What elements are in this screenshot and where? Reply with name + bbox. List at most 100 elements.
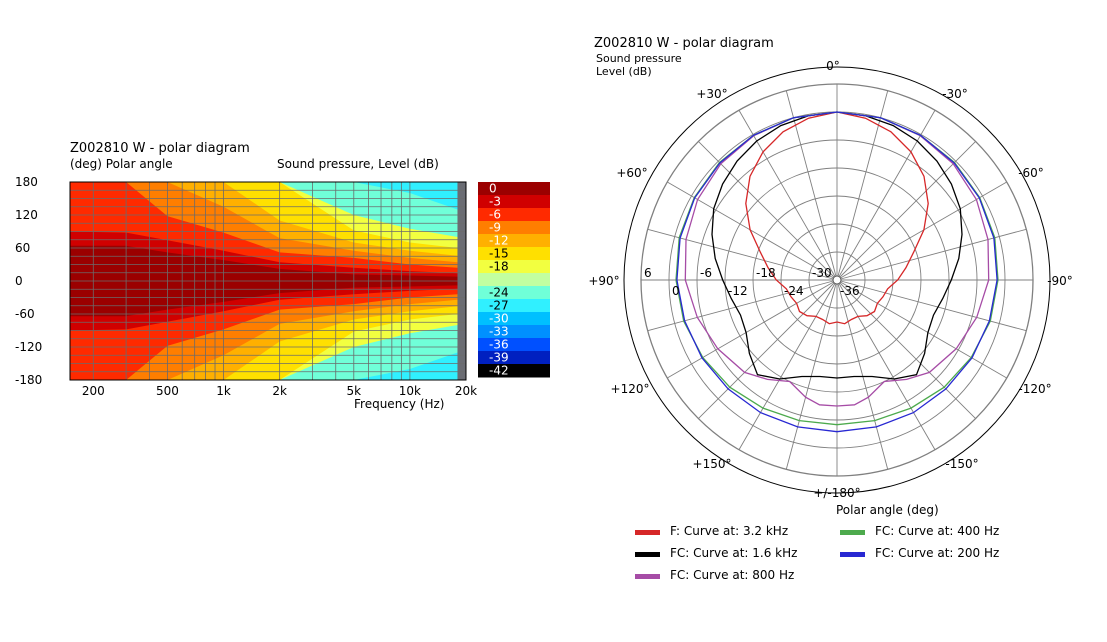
colorbar-swatch xyxy=(478,247,550,261)
colorbar-label: 0 xyxy=(489,182,497,196)
colorbar-swatch xyxy=(478,312,550,326)
colorbar-label: -3 xyxy=(489,195,501,209)
heatmap-y-tick: 120 xyxy=(15,208,38,222)
colorbar-label: -36 xyxy=(489,338,509,352)
heatmap-y-tick: 180 xyxy=(15,175,38,189)
colorbar-swatch xyxy=(478,234,550,248)
polar-r-axis-label-line1: Sound pressure xyxy=(596,52,682,65)
polar-ring-label: 0 xyxy=(672,284,680,298)
polar-spoke xyxy=(647,279,838,332)
colorbar-swatch xyxy=(478,364,550,378)
polar-spoke xyxy=(836,279,889,470)
colorbar-swatch xyxy=(478,299,550,313)
heatmap-colorbar: 0-3-6-9-12-15-18 -24-27-30-33-36-39-42 xyxy=(478,182,550,378)
polar-angle-label: +150° xyxy=(693,457,732,471)
colorbar-swatch xyxy=(478,195,550,209)
legend-label: FC: Curve at: 800 Hz xyxy=(670,568,794,582)
legend-swatch xyxy=(635,552,660,557)
heatmap-y-tick-labels: 180 120 60 0 -60 -120 -180 xyxy=(15,175,42,387)
polar-spoke xyxy=(836,90,889,281)
colorbar-swatch xyxy=(478,325,550,339)
polar-spoke xyxy=(836,279,936,450)
polar-spoke xyxy=(836,279,1007,379)
polar-angle-label: -60° xyxy=(1018,166,1044,180)
colorbar-label: -6 xyxy=(489,208,501,222)
polar-curve-2 xyxy=(684,111,990,407)
polar-ring-label: -12 xyxy=(728,284,748,298)
legend-label: FC: Curve at: 200 Hz xyxy=(875,546,999,560)
heatmap-grid xyxy=(70,182,466,380)
polar-angle-label: -120° xyxy=(1018,382,1051,396)
polar-angle-label: +/-180° xyxy=(813,486,860,500)
polar-spoke xyxy=(836,141,976,281)
colorbar-label: -15 xyxy=(489,247,509,261)
polar-angle-axis-label: Polar angle (deg) xyxy=(836,503,939,517)
legend-swatch xyxy=(840,552,865,557)
heatmap-title: Z002810 W - polar diagram xyxy=(70,141,250,156)
polar-spoke xyxy=(738,110,838,281)
heatmap-y-tick: 0 xyxy=(15,274,23,288)
colorbar-swatch xyxy=(478,221,550,235)
heatmap-x-tick-labels: 200 500 1k 2k 5k 10k 20k xyxy=(82,384,477,398)
colorbar-swatch xyxy=(478,338,550,352)
polar-ring-label: 6 xyxy=(644,266,652,280)
heatmap-chart: Z002810 W - polar diagram (deg) Polar an… xyxy=(15,141,550,411)
colorbar-swatch xyxy=(478,208,550,222)
polar-origin-marker xyxy=(832,275,842,285)
polar-curve-0 xyxy=(745,111,929,325)
colorbar-label: -30 xyxy=(489,312,509,326)
polar-angle-label: -90° xyxy=(1047,274,1073,288)
colorbar-label: -27 xyxy=(489,299,509,313)
polar-angle-label: -150° xyxy=(945,457,978,471)
polar-angle-label: +30° xyxy=(696,87,727,101)
polar-curves xyxy=(675,111,999,433)
heatmap-y-tick: -120 xyxy=(15,340,42,354)
polar-angle-label: -30° xyxy=(942,87,968,101)
colorbar-label: -9 xyxy=(489,221,501,235)
heatmap-frame xyxy=(69,181,467,381)
polar-title: Z002810 W - polar diagram xyxy=(594,36,774,51)
colorbar-swatch xyxy=(478,182,550,196)
legend-label: FC: Curve at: 1.6 kHz xyxy=(670,546,797,560)
heatmap-x-tick: 500 xyxy=(156,384,179,398)
colorbar-swatch xyxy=(478,286,550,300)
polar-ring-label: -24 xyxy=(784,284,804,298)
polar-spoke xyxy=(698,141,838,281)
heatmap-y-tick: -180 xyxy=(15,373,42,387)
colorbar-label: -33 xyxy=(489,325,509,339)
legend-swatch xyxy=(635,574,660,579)
polar-curve-1 xyxy=(711,111,963,380)
polar-spoke xyxy=(785,279,838,470)
polar-angle-label: 0° xyxy=(826,59,840,73)
polar-ring-label: -6 xyxy=(700,266,712,280)
polar-legend: F: Curve at: 3.2 kHz FC: Curve at: 400 Hz… xyxy=(635,524,999,582)
polar-r-axis-label-line2: Level (dB) xyxy=(596,65,652,78)
heatmap-x-tick: 1k xyxy=(216,384,231,398)
colorbar-swatch xyxy=(478,351,550,365)
polar-spoke xyxy=(667,181,838,281)
legend-swatch xyxy=(635,530,660,535)
polar-chart: Z002810 W - polar diagram Sound pressure… xyxy=(588,36,1072,582)
polar-spoke xyxy=(667,279,838,379)
colorbar-label: -18 xyxy=(489,260,509,274)
colorbar-swatch xyxy=(478,273,550,287)
heatmap-y-tick: -60 xyxy=(15,307,35,321)
polar-ring-label: -30 xyxy=(812,266,832,280)
polar-ring-label: -18 xyxy=(756,266,776,280)
colorbar-label: -42 xyxy=(489,364,509,378)
colorbar-label: -24 xyxy=(489,286,509,300)
legend-label: FC: Curve at: 400 Hz xyxy=(875,524,999,538)
heatmap-x-tick: 10k xyxy=(399,384,421,398)
polar-curve-4 xyxy=(676,111,998,433)
polar-spoke xyxy=(698,279,838,419)
polar-spoke xyxy=(785,90,838,281)
heatmap-x-tick: 5k xyxy=(347,384,362,398)
polar-angle-label: +120° xyxy=(611,382,650,396)
heatmap-x-tick: 2k xyxy=(272,384,287,398)
heatmap-x-axis-label: Frequency (Hz) xyxy=(354,397,445,411)
polar-spoke xyxy=(836,181,1007,281)
polar-spoke xyxy=(738,279,838,450)
colorbar-swatch xyxy=(478,260,550,274)
legend-swatch xyxy=(840,530,865,535)
